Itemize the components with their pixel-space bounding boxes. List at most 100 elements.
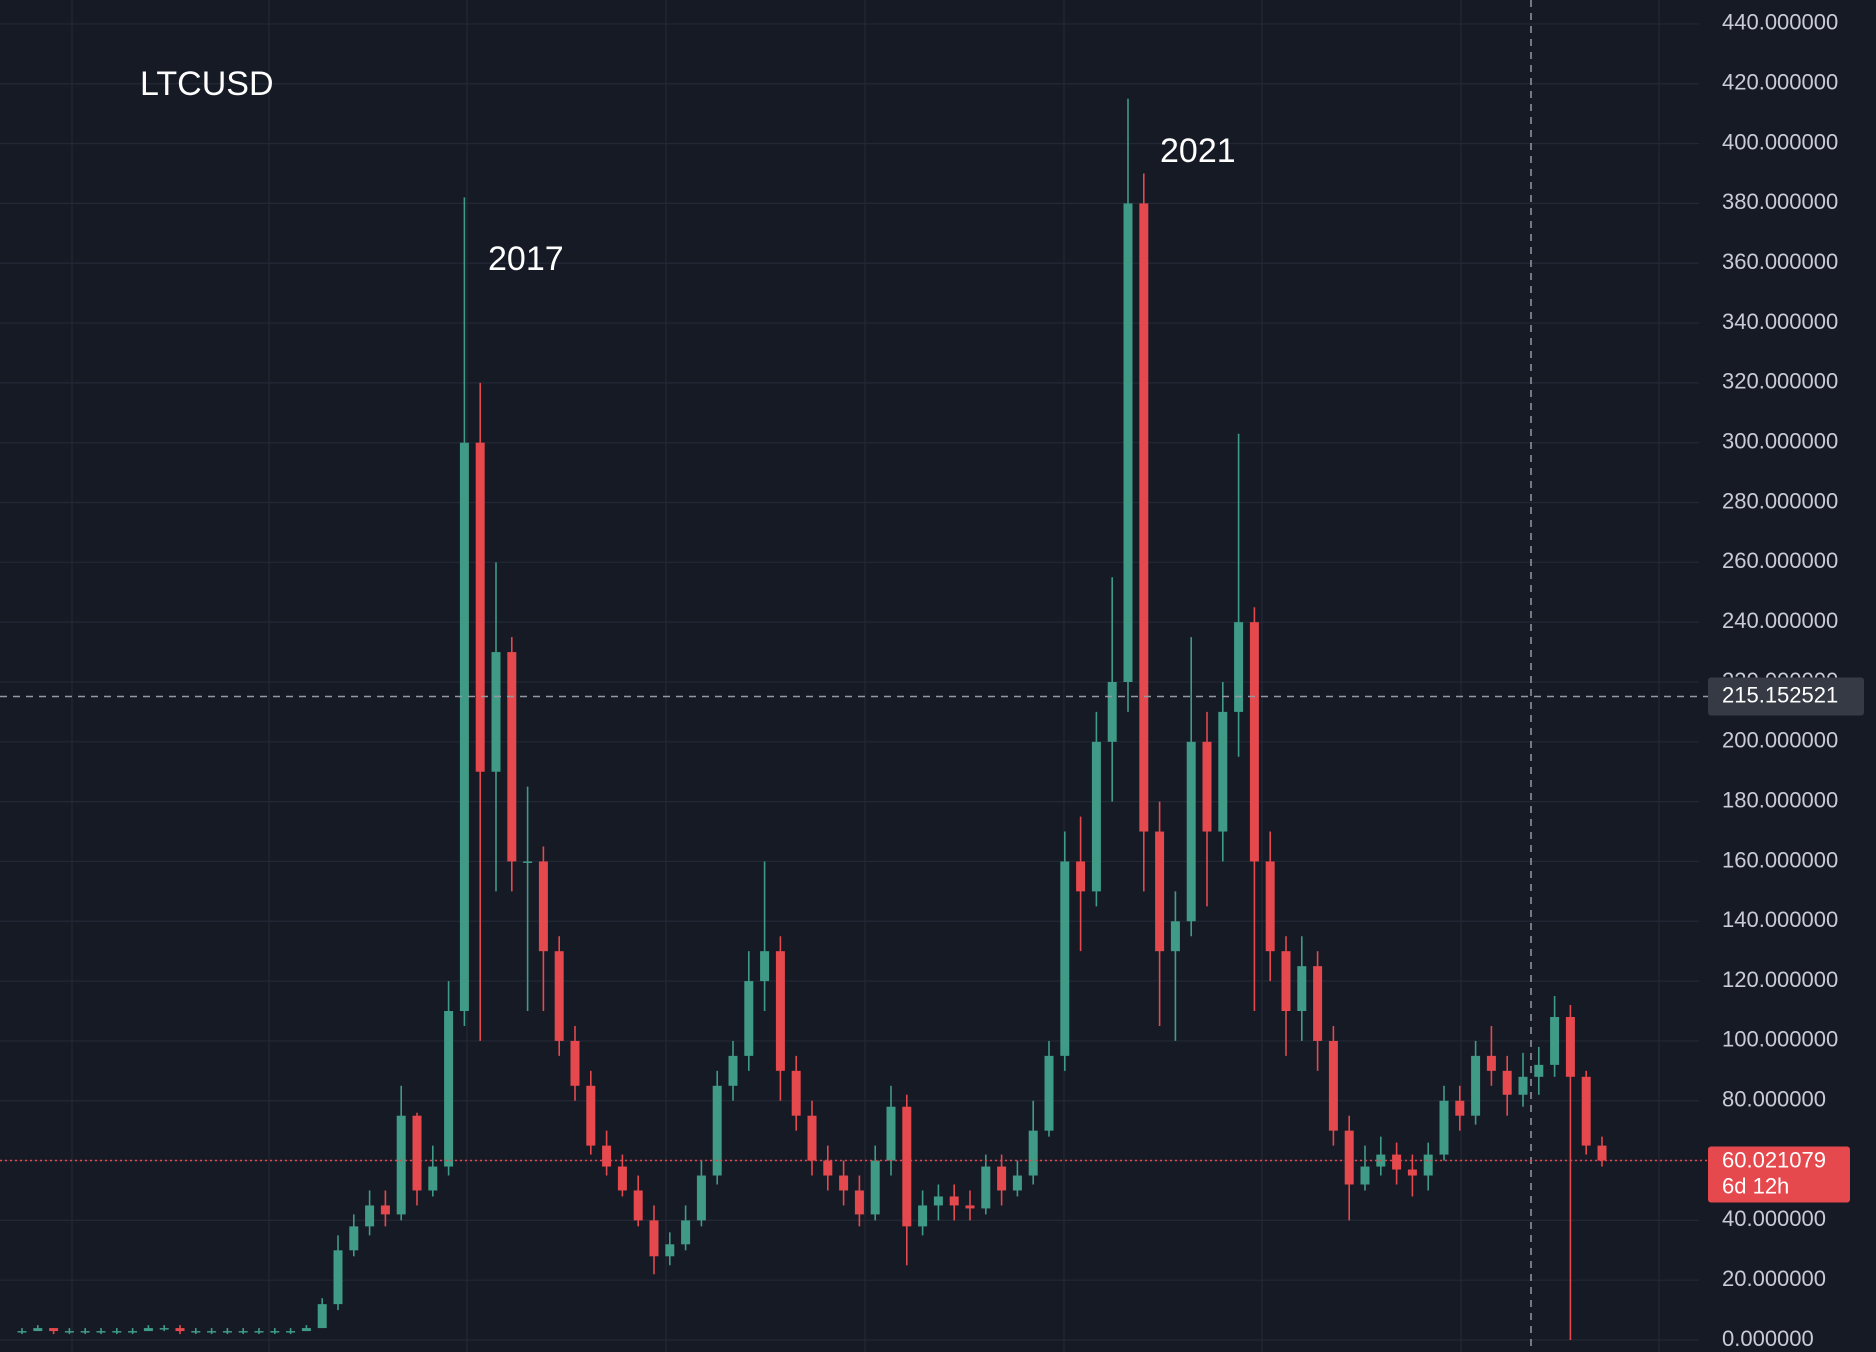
candle-body [1455,1100,1465,1116]
candle-body [301,1328,311,1332]
crosshair-label: 215.152521 [1722,682,1838,707]
candle-body [1249,622,1259,862]
y-tick-label: 420.000000 [1722,70,1838,95]
candle-body [1407,1169,1417,1176]
candle-body [649,1220,659,1257]
y-tick-label: 320.000000 [1722,369,1838,394]
candle-body [602,1145,612,1167]
candle-body [459,442,469,1012]
candle-body [96,1331,106,1333]
candle-body [317,1304,327,1329]
grid [0,0,1699,1352]
candle-body [1534,1064,1544,1077]
y-tick-label: 260.000000 [1722,548,1838,573]
y-tick-label: 140.000000 [1722,907,1838,932]
y-tick-label: 20.000000 [1722,1266,1826,1291]
candle-body [523,861,533,863]
candle-body [775,951,785,1071]
candle-body [1281,951,1291,1012]
candle-body [1107,681,1117,742]
candle-body [222,1331,232,1333]
y-tick-label: 360.000000 [1722,249,1838,274]
candle-body [1550,1016,1560,1065]
candle-body [1344,1130,1354,1185]
candles [17,98,1607,1341]
candle-body [965,1205,975,1209]
symbol-title: LTCUSD [140,65,274,103]
candle-body [807,1115,817,1161]
candle-body [80,1331,90,1333]
candle-body [1486,1055,1496,1071]
candle-body [1581,1076,1591,1146]
candle-body [1060,861,1070,1056]
candle-body [744,981,754,1056]
candle-body [902,1106,912,1227]
candle-body [396,1115,406,1215]
candle-body [49,1328,59,1332]
annotation: 2017 [488,240,564,278]
candle-body [254,1331,264,1333]
candle-body [949,1196,959,1206]
y-tick-label: 200.000000 [1722,728,1838,753]
candle-body [349,1226,359,1251]
candle-body [712,1085,722,1176]
y-tick-label: 340.000000 [1722,309,1838,334]
candle-body [1012,1175,1022,1191]
candle-body [365,1205,375,1227]
candle-body [1186,741,1196,922]
candle-body [159,1328,169,1330]
candle-body [33,1328,43,1332]
y-tick-label: 100.000000 [1722,1027,1838,1052]
y-tick-label: 40.000000 [1722,1206,1826,1231]
candle-body [1313,966,1323,1041]
y-tick-label: 180.000000 [1722,787,1838,812]
candle-body [1597,1145,1607,1161]
candle-body [1328,1040,1338,1131]
y-tick-label: 380.000000 [1722,189,1838,214]
candle-body [1076,861,1086,892]
candle-body [1439,1100,1449,1155]
y-tick-label: 120.000000 [1722,967,1838,992]
y-tick-label: 80.000000 [1722,1087,1826,1112]
candle-body [823,1160,833,1176]
candle-body [728,1055,738,1086]
candle-body [1471,1055,1481,1116]
candle-body [1518,1076,1528,1095]
annotation: 2021 [1160,132,1236,170]
candle-body [1044,1055,1054,1131]
candle-body [1155,831,1165,952]
candle-body [380,1205,390,1215]
candle-body [933,1196,943,1206]
candle-body [1218,711,1228,832]
candle-body [981,1166,991,1209]
candle-body [491,652,501,772]
candle-body [1028,1130,1038,1176]
candle-body [617,1166,627,1191]
candle-body [1502,1070,1512,1095]
last-price-box [1708,1146,1850,1203]
candle-body [412,1115,422,1191]
candle-body [1091,741,1101,892]
candle-body [1202,741,1212,832]
candle-body [760,951,770,982]
y-tick-label: 300.000000 [1722,429,1838,454]
crosshair-label-box [1708,677,1864,716]
y-tick-label: 440.000000 [1722,10,1838,35]
candle-body [696,1175,706,1221]
candle-body [1123,203,1133,682]
countdown-label: 6d 12h [1722,1173,1789,1198]
candle-body [175,1328,185,1332]
candle-body [681,1220,691,1245]
candle-body [1565,1016,1575,1077]
candle-body [238,1331,248,1333]
candle-body [507,652,517,862]
candle-body [1139,203,1149,832]
candle-body [886,1106,896,1161]
candle-body [191,1331,201,1333]
candle-body [586,1085,596,1146]
candle-body [475,442,485,772]
y-tick-label: 280.000000 [1722,488,1838,513]
candle-body [839,1175,849,1191]
